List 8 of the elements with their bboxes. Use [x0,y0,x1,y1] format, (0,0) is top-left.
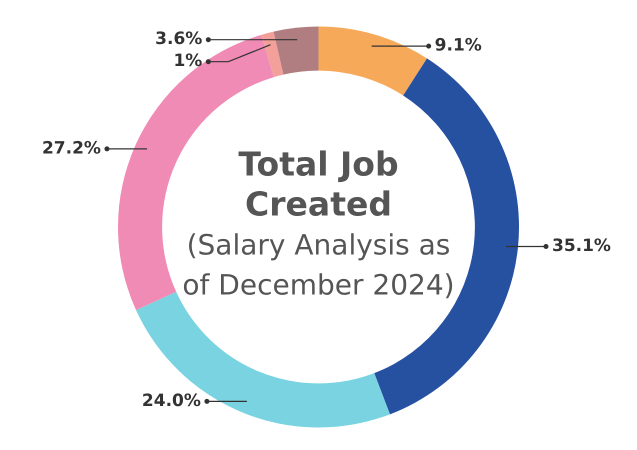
data-label: 9.1% [434,36,482,56]
data-label: 1% [173,51,202,72]
data-label: 35.1% [552,236,611,256]
text: Total Job Created [238,144,399,224]
data-label: 3.6% [155,29,202,50]
text: (Salary Analysis as of December 2024) [182,228,455,302]
data-label: 27.2% [42,138,101,158]
data-label: 24.0% [142,390,201,411]
